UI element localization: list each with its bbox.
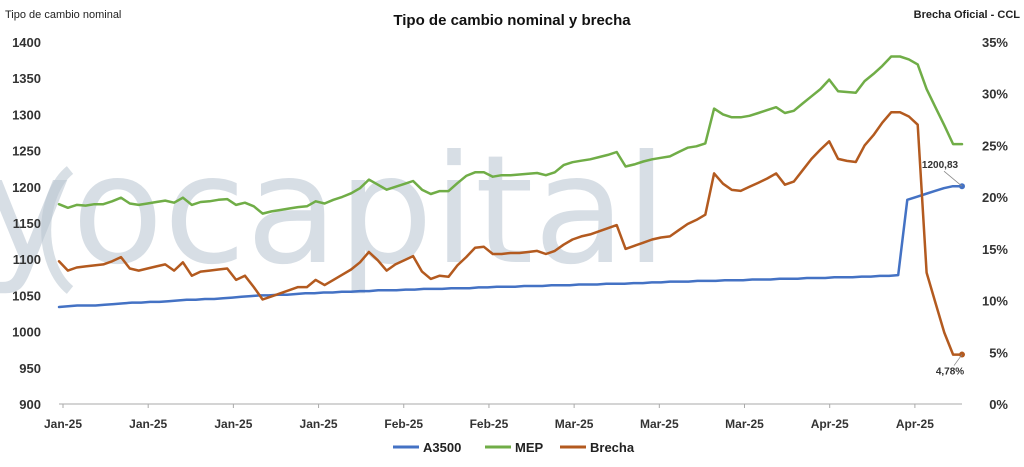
y-left-tick-label: 900 bbox=[19, 397, 41, 412]
series-line-mep bbox=[57, 55, 964, 215]
annotation-leader bbox=[943, 170, 963, 187]
y-left-tick-label: 950 bbox=[19, 361, 41, 376]
x-axis: Jan-25 Jan-25 Jan-25 Jan-25 Feb-25 Feb-25 Mar-… bbox=[44, 404, 934, 431]
watermark: fyocapital bbox=[0, 124, 667, 298]
legend-label: Brecha bbox=[590, 440, 635, 455]
y-left-tick-label: 1150 bbox=[13, 216, 41, 231]
y-left-tick-label: 1200 bbox=[12, 180, 41, 195]
series-line-a3500 bbox=[57, 184, 964, 309]
y-left-tick-label: 1400 bbox=[12, 35, 41, 50]
x-tick-label: Apr-25 bbox=[896, 417, 934, 431]
annotation-label: 1200,83 bbox=[922, 160, 959, 171]
y-left-tick-label: 1300 bbox=[12, 107, 41, 122]
y-right-tick-label: 10% bbox=[982, 294, 1008, 309]
x-tick-label: Feb-25 bbox=[470, 417, 509, 431]
x-tick-label: Jan-25 bbox=[129, 417, 167, 431]
x-tick-label: Mar-25 bbox=[725, 417, 764, 431]
y-right-tick-label: 35% bbox=[982, 35, 1008, 50]
y-right-tick-label: 20% bbox=[982, 190, 1008, 205]
legend-label: A3500 bbox=[423, 440, 461, 455]
y-left-tick-label: 1100 bbox=[13, 252, 41, 267]
y-left-tick-label: 1050 bbox=[12, 288, 41, 303]
left-axis-label: Tipo de cambio nominal bbox=[5, 9, 121, 21]
x-tick-label: Mar-25 bbox=[640, 417, 679, 431]
annotation-leader bbox=[953, 354, 963, 366]
series-layer bbox=[57, 55, 964, 356]
y-right-tick-label: 15% bbox=[982, 242, 1008, 257]
x-tick-label: Jan-25 bbox=[214, 417, 252, 431]
x-tick-label: Mar-25 bbox=[555, 417, 594, 431]
x-tick-label: Apr-25 bbox=[811, 417, 849, 431]
y-right-tick-label: 30% bbox=[982, 87, 1008, 102]
y-right-tick-label: 5% bbox=[989, 345, 1008, 360]
right-axis: 0% 5% 10% 15% 20% 25% 30% 35% bbox=[982, 35, 1008, 412]
right-axis-label: Brecha Oficial - CCL bbox=[914, 9, 1021, 21]
y-left-tick-label: 1350 bbox=[12, 71, 41, 86]
legend-label: MEP bbox=[515, 440, 544, 455]
series-line-brecha bbox=[57, 111, 964, 356]
annotation-layer: 1200,83 4,78% bbox=[922, 160, 965, 378]
watermark-text: fyocapital bbox=[0, 124, 667, 298]
watermark-arc-icon bbox=[41, 166, 74, 294]
annotation-label: 4,78% bbox=[936, 367, 964, 378]
legend: A3500 MEP Brecha bbox=[393, 440, 635, 455]
x-tick-label: Jan-25 bbox=[300, 417, 338, 431]
chart-title: Tipo de cambio nominal y brecha bbox=[393, 12, 631, 29]
y-left-tick-label: 1250 bbox=[12, 144, 41, 159]
x-tick-label: Feb-25 bbox=[384, 417, 423, 431]
left-axis: 900 950 1000 1050 1100 1150 1200 1250 1300 1350 14… bbox=[12, 35, 41, 412]
y-right-tick-label: 0% bbox=[989, 397, 1008, 412]
y-right-tick-label: 25% bbox=[982, 138, 1008, 153]
x-tick-label: Jan-25 bbox=[44, 417, 82, 431]
y-left-tick-label: 1000 bbox=[12, 325, 41, 340]
